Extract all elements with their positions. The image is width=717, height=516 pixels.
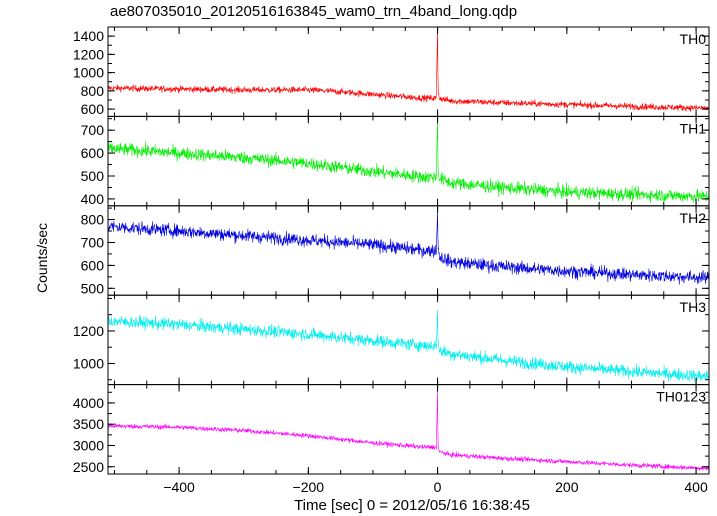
series-line-th1 — [108, 118, 709, 204]
y-tick-label: 600 — [81, 257, 105, 273]
panel-th2: 500 600 700 800 TH2 — [81, 205, 710, 296]
x-tick-label: 0 — [434, 479, 442, 495]
chart-title: ae807035010_20120516163845_wam0_trn_4ban… — [110, 3, 518, 20]
panel-th1: 400 500 600 700 TH1 — [81, 115, 710, 207]
x-tick-label: −400 — [163, 479, 195, 495]
band-label-th0: TH0 — [680, 31, 707, 47]
y-tick-label: 1000 — [73, 65, 104, 81]
y-tick-label: 800 — [81, 83, 105, 99]
y-tick-label: 700 — [81, 122, 105, 138]
x-axis-label: Time [sec] 0 = 2012/05/16 16:38:45 — [294, 497, 530, 514]
band-label-th1: TH1 — [680, 120, 707, 136]
series-line-th0 — [108, 27, 709, 112]
band-label-th2: TH2 — [680, 210, 707, 226]
y-tick-label: 1200 — [73, 46, 104, 62]
series-line-th2 — [108, 210, 709, 285]
series-line-th3 — [108, 309, 709, 383]
band-label-th0123: TH0123 — [656, 389, 706, 405]
series-line-th0123 — [108, 390, 709, 472]
y-tick-label: 800 — [81, 212, 105, 228]
y-tick-label: 4000 — [73, 395, 104, 411]
y-tick-label: 500 — [81, 280, 105, 296]
y-tick-label: 1200 — [73, 323, 104, 339]
y-tick-label: 500 — [81, 168, 105, 184]
y-tick-label: 1400 — [73, 28, 104, 44]
y-tick-label: 400 — [81, 191, 105, 207]
y-tick-label: 2500 — [73, 459, 104, 475]
panel-th3: 1000 1200 TH3 — [73, 294, 710, 386]
x-tick-label: 400 — [684, 479, 708, 495]
y-tick-label: 600 — [81, 101, 105, 117]
y-tick-label: 700 — [81, 234, 105, 250]
y-tick-label: 3000 — [73, 437, 104, 453]
x-tick-label: −200 — [293, 479, 325, 495]
panel-th0: 600 800 1000 1200 1400 TH0 — [73, 26, 710, 117]
y-tick-label: 1000 — [73, 355, 104, 371]
y-tick-label: 3500 — [73, 416, 104, 432]
panel-frame — [107, 384, 710, 475]
panel-th0123: 2500 3000 3500 4000 TH0123 — [73, 384, 710, 475]
band-label-th3: TH3 — [680, 299, 707, 315]
x-tick-label: 200 — [555, 479, 579, 495]
panel-frame — [107, 26, 710, 117]
y-tick-label: 600 — [81, 145, 105, 161]
